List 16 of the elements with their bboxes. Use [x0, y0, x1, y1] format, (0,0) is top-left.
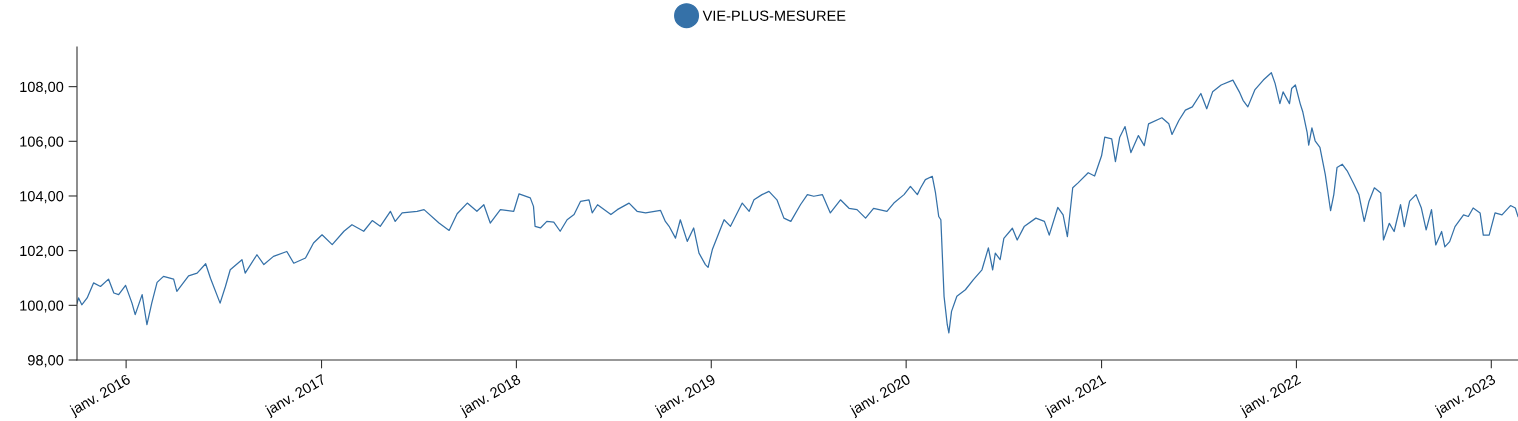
x-tick-label: janv. 2020: [848, 373, 913, 419]
y-tick-label: 98,00: [28, 355, 64, 368]
x-tick-label: janv. 2023: [1433, 373, 1498, 419]
x-tick-label: janv. 2022: [1238, 373, 1303, 419]
y-tick-label: 108,00: [20, 81, 64, 94]
y-tick-label: 100,00: [20, 300, 64, 313]
y-tick-label: 106,00: [20, 136, 64, 149]
x-tick-label: janv. 2017: [263, 373, 328, 419]
x-tick-label: janv. 2021: [1043, 373, 1108, 419]
legend-label: VIE-PLUS-MESUREE: [702, 10, 846, 21]
y-tick-label: 104,00: [20, 191, 64, 204]
x-tick-label: janv. 2019: [653, 373, 718, 419]
x-tick-label: janv. 2018: [458, 373, 523, 419]
y-tick-label: 102,00: [20, 245, 64, 258]
x-tick-label: janv. 2016: [68, 373, 133, 419]
line-series: [77, 72, 1518, 334]
